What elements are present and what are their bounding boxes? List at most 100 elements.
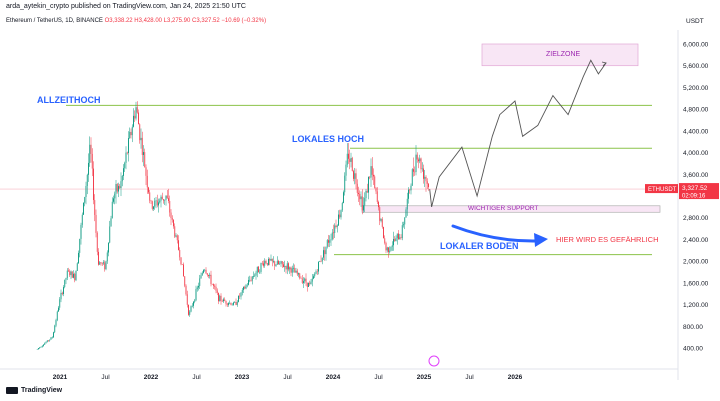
- candle-body: [94, 200, 96, 215]
- candle-body: [378, 201, 379, 208]
- candle-body: [296, 270, 298, 275]
- candle-body: [416, 154, 418, 160]
- candle-body: [120, 181, 122, 189]
- candle-body: [53, 332, 54, 338]
- candle-body: [201, 272, 203, 276]
- candle-body: [335, 225, 337, 227]
- candle-body: [409, 189, 411, 191]
- candle-body: [349, 158, 351, 162]
- candle-body: [285, 265, 287, 270]
- candle-body: [103, 262, 104, 264]
- candle-body: [286, 263, 288, 270]
- candle-body: [200, 275, 202, 279]
- candle-body: [344, 175, 346, 193]
- price-tag-symbol: ETHUSDT: [648, 187, 677, 193]
- x-tick-label: Jul: [101, 374, 110, 381]
- candle-body: [373, 174, 374, 177]
- candle-body: [49, 339, 51, 341]
- candle-body: [235, 301, 237, 305]
- candle-body: [116, 183, 118, 192]
- publisher-byline: arda_aytekin_crypto published on Trading…: [6, 3, 246, 10]
- candle-body: [231, 304, 233, 306]
- candle-body: [173, 219, 174, 227]
- candle-body: [176, 235, 178, 241]
- candle-body: [126, 152, 128, 154]
- candle-body: [368, 176, 369, 193]
- candle-body: [110, 218, 112, 227]
- candle-body: [163, 199, 164, 201]
- candle-body: [66, 270, 68, 279]
- candle-body: [63, 287, 64, 295]
- candle-body: [178, 240, 179, 251]
- x-tick-label: Jul: [283, 374, 292, 381]
- candle-body: [340, 210, 342, 218]
- candle-body: [339, 214, 341, 218]
- candle-body: [390, 246, 392, 251]
- candle-body: [228, 303, 229, 305]
- candle-body: [324, 250, 326, 255]
- candle-body: [78, 252, 79, 264]
- candle-body: [395, 237, 397, 242]
- candle-body: [303, 281, 304, 283]
- candle-body: [198, 285, 199, 288]
- candle-body: [244, 287, 246, 289]
- y-tick-label: 1,600.00: [683, 280, 709, 287]
- candle-body: [213, 284, 214, 286]
- candle-body: [311, 278, 313, 282]
- candle-body: [68, 270, 69, 272]
- candle-body: [369, 176, 371, 178]
- candle-body: [175, 235, 177, 237]
- ohlc-values: O3,338.22 H3,428.00 L3,275.90 C3,327.52 …: [104, 18, 267, 24]
- candle-body: [88, 162, 89, 175]
- candle-body: [374, 176, 376, 188]
- candle-body: [334, 225, 336, 234]
- candle-body: [243, 287, 244, 290]
- candle-body: [150, 200, 152, 202]
- candle-body: [148, 187, 149, 193]
- candle-body: [83, 202, 84, 215]
- candle-body: [80, 224, 82, 239]
- candle-body: [159, 200, 161, 203]
- tradingview-logo[interactable]: TradingView: [6, 387, 62, 394]
- candle-body: [65, 278, 67, 280]
- candle-body: [425, 176, 427, 182]
- candle-body: [40, 346, 42, 348]
- candle-body: [124, 162, 126, 169]
- candle-body: [261, 263, 263, 264]
- candle-body: [271, 258, 273, 262]
- candle-body: [269, 258, 271, 261]
- candle-body: [346, 153, 348, 165]
- candle-body: [151, 201, 153, 209]
- x-tick-label: 2022: [144, 374, 159, 381]
- candle-body: [184, 276, 186, 286]
- candle-body: [321, 257, 323, 262]
- candle-body: [240, 292, 242, 297]
- candle-body: [179, 250, 181, 258]
- candle-body: [171, 218, 173, 220]
- candle-body: [70, 271, 72, 276]
- candle-body: [55, 320, 57, 326]
- candle-body: [265, 260, 267, 264]
- candle-body: [315, 271, 317, 274]
- candle-body: [38, 348, 39, 349]
- candle-body: [354, 173, 356, 179]
- candle-body: [158, 202, 159, 206]
- candle-body: [39, 347, 41, 349]
- candle-body: [98, 251, 99, 265]
- candle-body: [73, 273, 74, 278]
- candle-body: [204, 269, 206, 271]
- candle-body: [170, 212, 172, 219]
- candle-body: [239, 295, 241, 297]
- candle-body: [99, 262, 101, 265]
- candle-body: [145, 167, 147, 176]
- candle-body: [221, 301, 223, 302]
- candle-body: [84, 197, 86, 203]
- candle-body: [403, 224, 404, 226]
- candle-body: [220, 295, 222, 302]
- candle-body: [318, 261, 319, 272]
- candle-body: [140, 137, 142, 141]
- candle-body: [268, 258, 269, 265]
- candle-body: [219, 295, 221, 302]
- candle-body: [279, 263, 281, 265]
